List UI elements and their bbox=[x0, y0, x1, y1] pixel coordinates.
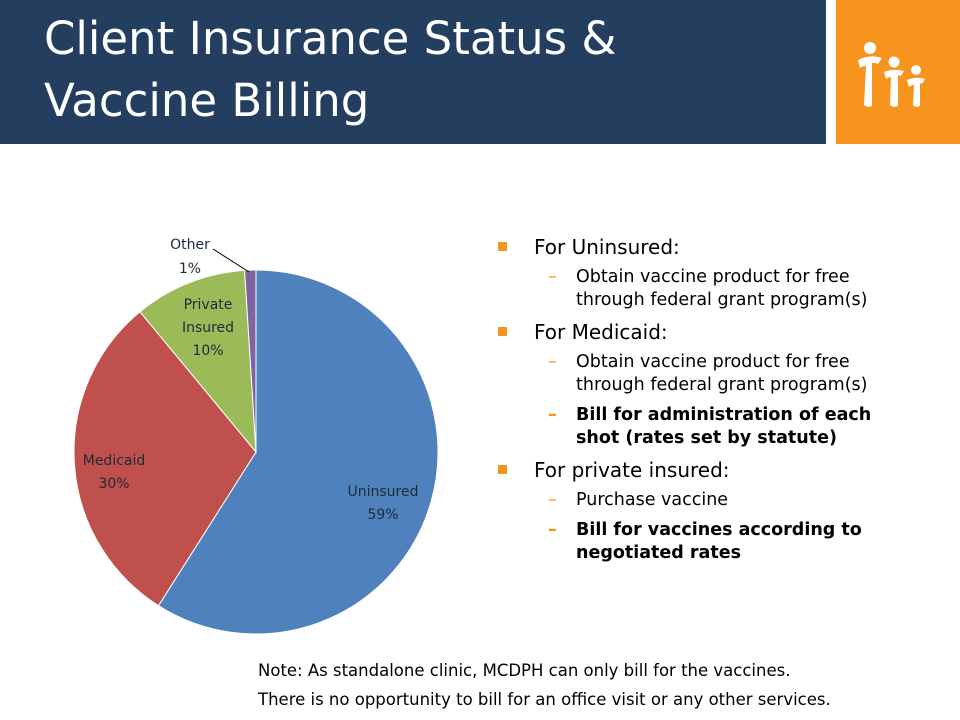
dash-bullet-icon: – bbox=[548, 405, 557, 425]
bullet-medicaid: For Medicaid: bbox=[498, 319, 918, 345]
dash-bullet-icon: – bbox=[548, 520, 557, 540]
other-leader-line bbox=[212, 248, 250, 273]
label-private-name-1: Private bbox=[184, 297, 233, 313]
label-uninsured-name: Uninsured bbox=[348, 484, 419, 500]
footnote: Note: As standalone clinic, MCDPH can on… bbox=[258, 656, 948, 714]
label-private-pct: 10% bbox=[192, 343, 223, 359]
pie-slice-uninsured bbox=[157, 269, 439, 635]
pie-slice-private-insured bbox=[139, 269, 257, 454]
label-medicaid-pct: 30% bbox=[98, 476, 129, 492]
label-uninsured-pct: 59% bbox=[367, 507, 398, 523]
logo-box bbox=[836, 0, 960, 144]
dash-bullet-icon: – bbox=[548, 490, 557, 510]
dash-bullet-icon: – bbox=[548, 352, 557, 372]
label-medicaid-name: Medicaid bbox=[83, 453, 146, 469]
footnote-line-1: Note: As standalone clinic, MCDPH can on… bbox=[258, 661, 791, 680]
pie-chart: Other 1% Private Insured 10% Medicaid 30… bbox=[73, 237, 439, 635]
label-other-name: Other bbox=[170, 237, 210, 253]
sub-bullet-medicaid-2: – Bill for administration of each shot (… bbox=[548, 405, 872, 448]
footnote-line-2: There is no opportunity to bill for an o… bbox=[258, 690, 831, 709]
square-bullet-icon bbox=[498, 465, 507, 474]
title-line-1: Client Insurance Status & bbox=[44, 12, 617, 65]
sub-bullet-private-2: – Bill for vaccines according to negotia… bbox=[548, 520, 862, 563]
sub-bullet-medicaid-1: – Obtain vaccine product for free throug… bbox=[548, 352, 868, 395]
label-private-name-2: Insured bbox=[182, 320, 234, 336]
title-line-2: Vaccine Billing bbox=[44, 74, 370, 127]
square-bullet-icon bbox=[498, 327, 507, 336]
square-bullet-icon bbox=[498, 242, 507, 251]
header-bar: Client Insurance Status & Vaccine Billin… bbox=[0, 0, 826, 144]
page-title: Client Insurance Status & Vaccine Billin… bbox=[44, 8, 804, 132]
dash-bullet-icon: – bbox=[548, 267, 557, 287]
bullet-uninsured: For Uninsured: bbox=[498, 234, 918, 260]
bullet-private: For private insured: bbox=[498, 457, 918, 483]
sub-bullet-uninsured-1: – Obtain vaccine product for free throug… bbox=[548, 267, 868, 310]
label-other-pct: 1% bbox=[179, 261, 201, 277]
pie-slice-other bbox=[244, 269, 257, 453]
sub-bullet-private-1: – Purchase vaccine bbox=[548, 490, 729, 510]
bullet-list: For Uninsured: – Obtain vaccine product … bbox=[498, 228, 918, 572]
three-people-logo-icon bbox=[858, 42, 925, 107]
pie-slice-medicaid bbox=[73, 311, 257, 607]
